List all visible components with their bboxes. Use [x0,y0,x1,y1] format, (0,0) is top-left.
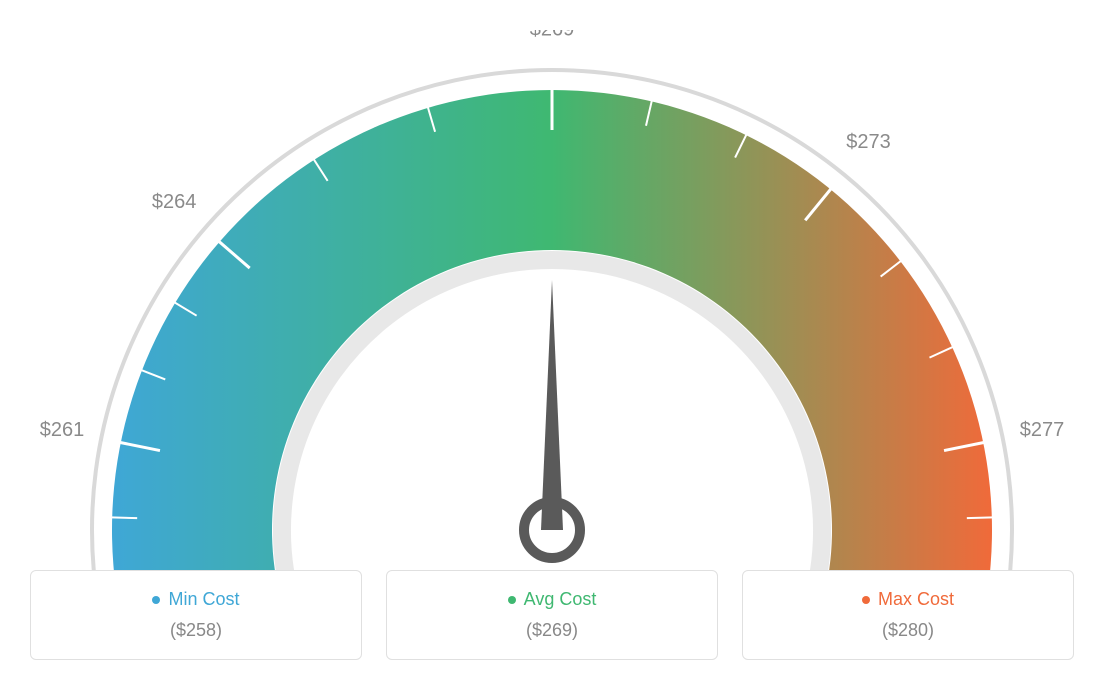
legend-row: Min Cost ($258) Avg Cost ($269) Max Cost… [30,570,1074,660]
gauge-tick-label: $269 [530,30,575,40]
legend-value-max: ($280) [763,620,1053,641]
legend-card-avg: Avg Cost ($269) [386,570,718,660]
legend-card-min: Min Cost ($258) [30,570,362,660]
gauge-tick-minor [102,517,137,518]
legend-label-max: Max Cost [878,589,954,610]
legend-card-max: Max Cost ($280) [742,570,1074,660]
gauge-tick-label: $261 [40,419,85,441]
legend-title-max: Max Cost [862,589,954,610]
legend-value-min: ($258) [51,620,341,641]
gauge-tick-label: $264 [152,191,197,213]
gauge-tick-label: $273 [846,131,891,153]
dot-icon-max [862,596,870,604]
legend-value-avg: ($269) [407,620,697,641]
cost-gauge: $258$261$264$269$273$277$280 [30,30,1074,550]
dot-icon-min [152,596,160,604]
gauge-tick-label: $277 [1020,419,1065,441]
legend-title-avg: Avg Cost [508,589,597,610]
gauge-needle [541,280,563,530]
legend-label-min: Min Cost [168,589,239,610]
gauge-tick-minor [967,517,1002,518]
gauge-svg: $258$261$264$269$273$277$280 [30,30,1074,570]
legend-title-min: Min Cost [152,589,239,610]
legend-label-avg: Avg Cost [524,589,597,610]
dot-icon-avg [508,596,516,604]
